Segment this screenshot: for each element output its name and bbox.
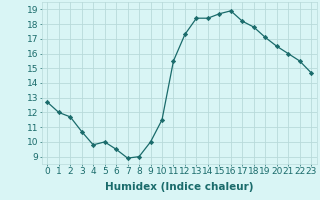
- X-axis label: Humidex (Indice chaleur): Humidex (Indice chaleur): [105, 182, 253, 192]
